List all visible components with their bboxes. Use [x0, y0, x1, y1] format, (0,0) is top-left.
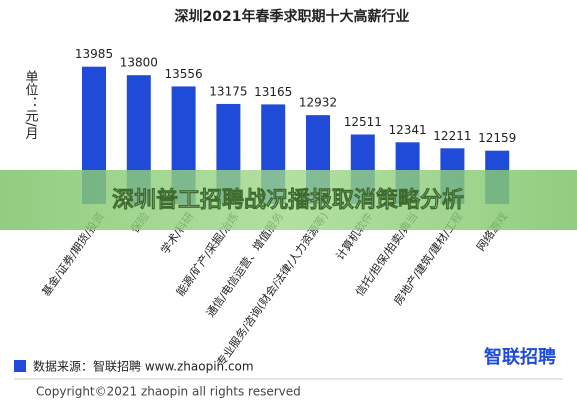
value-label: 12159 [478, 131, 516, 145]
value-label: 13175 [209, 84, 247, 98]
banner-text: 深圳普工招聘战况播报取消策略分析 [112, 187, 464, 213]
overlay: 深圳普工招聘战况播报取消策略分析 [0, 170, 577, 230]
value-label: 13800 [120, 56, 158, 70]
banner-band [0, 170, 577, 230]
value-label: 12341 [389, 123, 427, 137]
y-axis-label: 单位：元/月 [23, 70, 39, 141]
chart-title: 深圳2021年春季求职期十大高薪行业 [175, 8, 410, 25]
value-label: 12932 [299, 96, 337, 110]
value-label: 13556 [165, 67, 203, 81]
logo: 智联招聘 [484, 346, 556, 368]
value-label: 12211 [433, 129, 471, 143]
value-label: 12511 [344, 115, 382, 129]
copyright: Copyright©2021 zhaopin all rights reserv… [36, 385, 301, 399]
value-label: 13165 [254, 85, 292, 99]
source-icon [14, 360, 26, 372]
source-text: 数据来源：智联招聘 www.zhaopin.com [33, 359, 254, 374]
value-label: 13985 [75, 47, 113, 61]
